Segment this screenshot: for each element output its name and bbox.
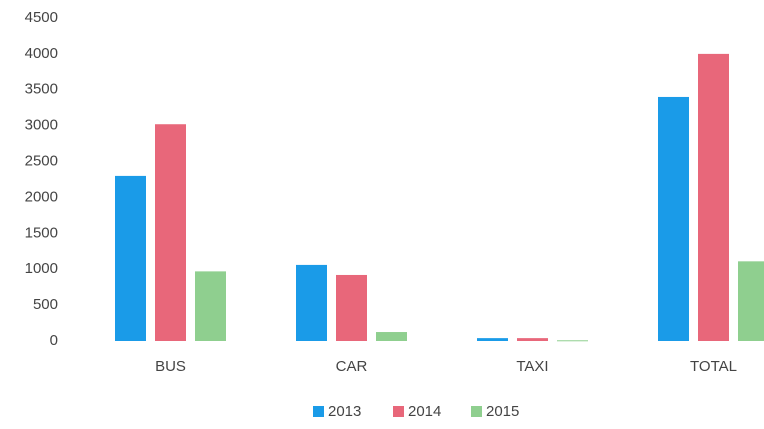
bar	[698, 53, 729, 342]
y-tick-label: 2000	[25, 188, 58, 205]
y-tick-label: 1500	[25, 224, 58, 241]
legend-swatch	[313, 406, 324, 417]
x-tick-label: BUS	[155, 358, 186, 375]
legend-label: 2013	[328, 403, 361, 420]
bar	[477, 338, 508, 341]
y-tick-label: 2500	[25, 153, 58, 170]
y-tick-label: 3000	[25, 117, 58, 134]
legend-label: 2014	[408, 403, 441, 420]
y-tick-label: 4000	[25, 45, 58, 62]
x-tick-label: TOTAL	[690, 358, 737, 375]
y-tick-label: 0	[50, 332, 58, 349]
y-tick-label: 1000	[25, 260, 58, 277]
legend-swatch	[471, 406, 482, 417]
y-tick-label: 500	[33, 296, 58, 313]
bar	[658, 96, 689, 341]
y-tick-label: 3500	[25, 81, 58, 98]
bar	[376, 332, 407, 341]
y-tick-label: 4500	[25, 9, 58, 26]
legend-swatch	[393, 406, 404, 417]
x-tick-label: TAXI	[516, 358, 548, 375]
legend-label: 2015	[486, 403, 519, 420]
bar	[115, 175, 146, 341]
bar	[296, 264, 327, 341]
bar	[557, 340, 588, 342]
bar	[155, 124, 186, 341]
bar	[517, 338, 548, 341]
bar	[195, 271, 226, 341]
bar	[738, 261, 764, 341]
bar	[336, 274, 367, 341]
x-tick-label: CAR	[336, 358, 368, 375]
